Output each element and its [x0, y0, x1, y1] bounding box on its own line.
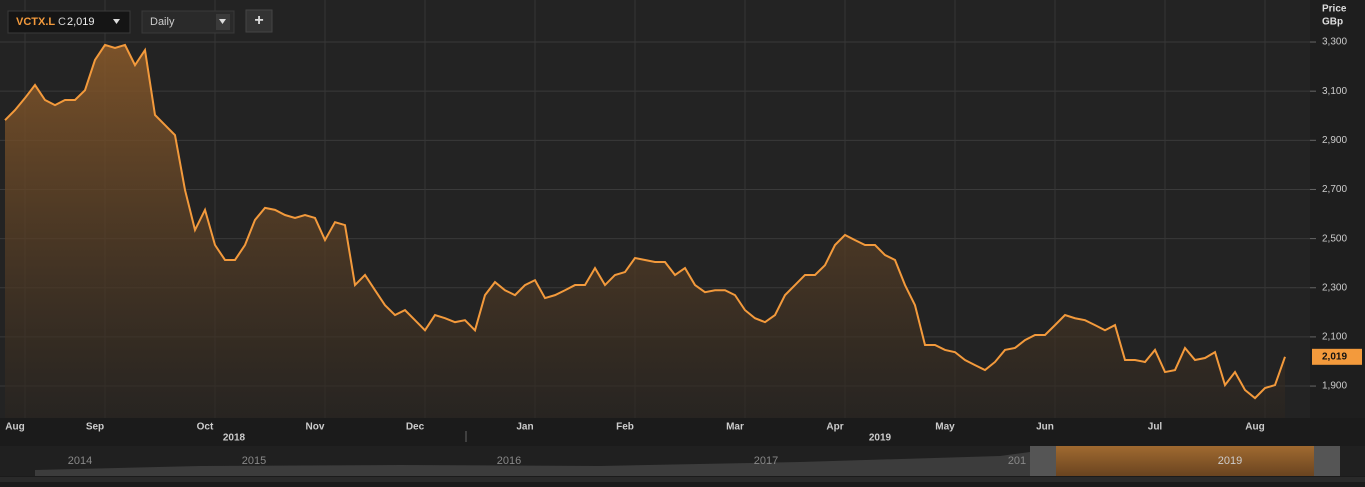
close-prefix: C	[58, 16, 66, 28]
y-tick-label: 3,300	[1322, 37, 1347, 48]
navigator-area	[35, 452, 1030, 476]
x-tick-label: Mar	[726, 422, 744, 433]
x-tick-label: Apr	[826, 422, 843, 433]
navigator-handle[interactable]	[1030, 446, 1056, 476]
y-tick-label: 2,100	[1322, 332, 1347, 343]
navigator-label: 2016	[497, 455, 521, 467]
navigator-handle[interactable]	[1314, 446, 1340, 476]
navigator-label: 2015	[242, 455, 266, 467]
area	[5, 44, 1285, 418]
symbol: VCTX.L	[16, 16, 55, 28]
x-tick-label: Sep	[86, 422, 104, 433]
x-tick-label: Dec	[406, 422, 425, 433]
y-tick-label: 2,900	[1322, 135, 1347, 146]
close-value: 2,019	[67, 16, 95, 28]
year-label: 2019	[869, 433, 892, 444]
navigator-label: 2019	[1218, 455, 1242, 467]
y-tick-label: 2,300	[1322, 282, 1347, 293]
symbol-box[interactable]	[7, 10, 131, 34]
scrollbar	[0, 477, 1365, 482]
navigator-window[interactable]	[1056, 446, 1314, 476]
price-line	[4, 43, 1286, 400]
x-tick-label: Nov	[306, 422, 325, 433]
x-tick-label: Jan	[516, 422, 533, 433]
x-tick-label: Jul	[1148, 422, 1163, 433]
y-axis-unit: GBp	[1322, 17, 1343, 28]
y-axis-area	[1310, 0, 1365, 418]
navigator-label: 201	[1008, 455, 1026, 467]
x-tick-label: Oct	[197, 422, 214, 433]
last-price-box	[1312, 348, 1362, 365]
x-tick-label: Aug	[1245, 422, 1264, 433]
x-tick-label: Aug	[5, 422, 24, 433]
x-tick-label: May	[935, 422, 955, 433]
dropdown-arrow	[113, 19, 120, 24]
y-tick-label: 2,500	[1322, 233, 1347, 244]
y-tick-label: 1,900	[1322, 381, 1347, 392]
x-tick-label: Jun	[1036, 422, 1054, 433]
interval: Daily	[150, 16, 175, 28]
y-axis-title: Price	[1322, 4, 1347, 15]
add-label: +	[254, 12, 263, 29]
y-tick-label: 2,700	[1322, 184, 1347, 195]
navigator-label: 2017	[754, 455, 778, 467]
navigator-label: 2014	[68, 455, 92, 467]
y-tick-label: 3,100	[1322, 86, 1347, 97]
x-tick-label: Feb	[616, 422, 634, 433]
interval-box[interactable]	[141, 10, 235, 34]
year-label: 2018	[223, 433, 246, 444]
dropdown-arrow	[219, 19, 226, 24]
add-button[interactable]	[245, 9, 273, 33]
last-price-label: 2,019	[1322, 351, 1347, 362]
